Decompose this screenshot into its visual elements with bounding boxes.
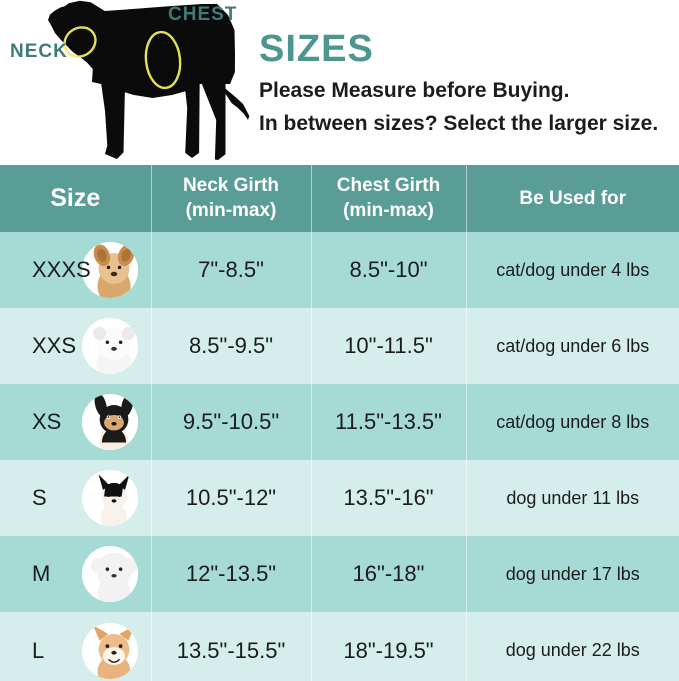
svg-text:CHEST: CHEST	[168, 4, 237, 25]
svg-text:NECK: NECK	[10, 41, 68, 62]
